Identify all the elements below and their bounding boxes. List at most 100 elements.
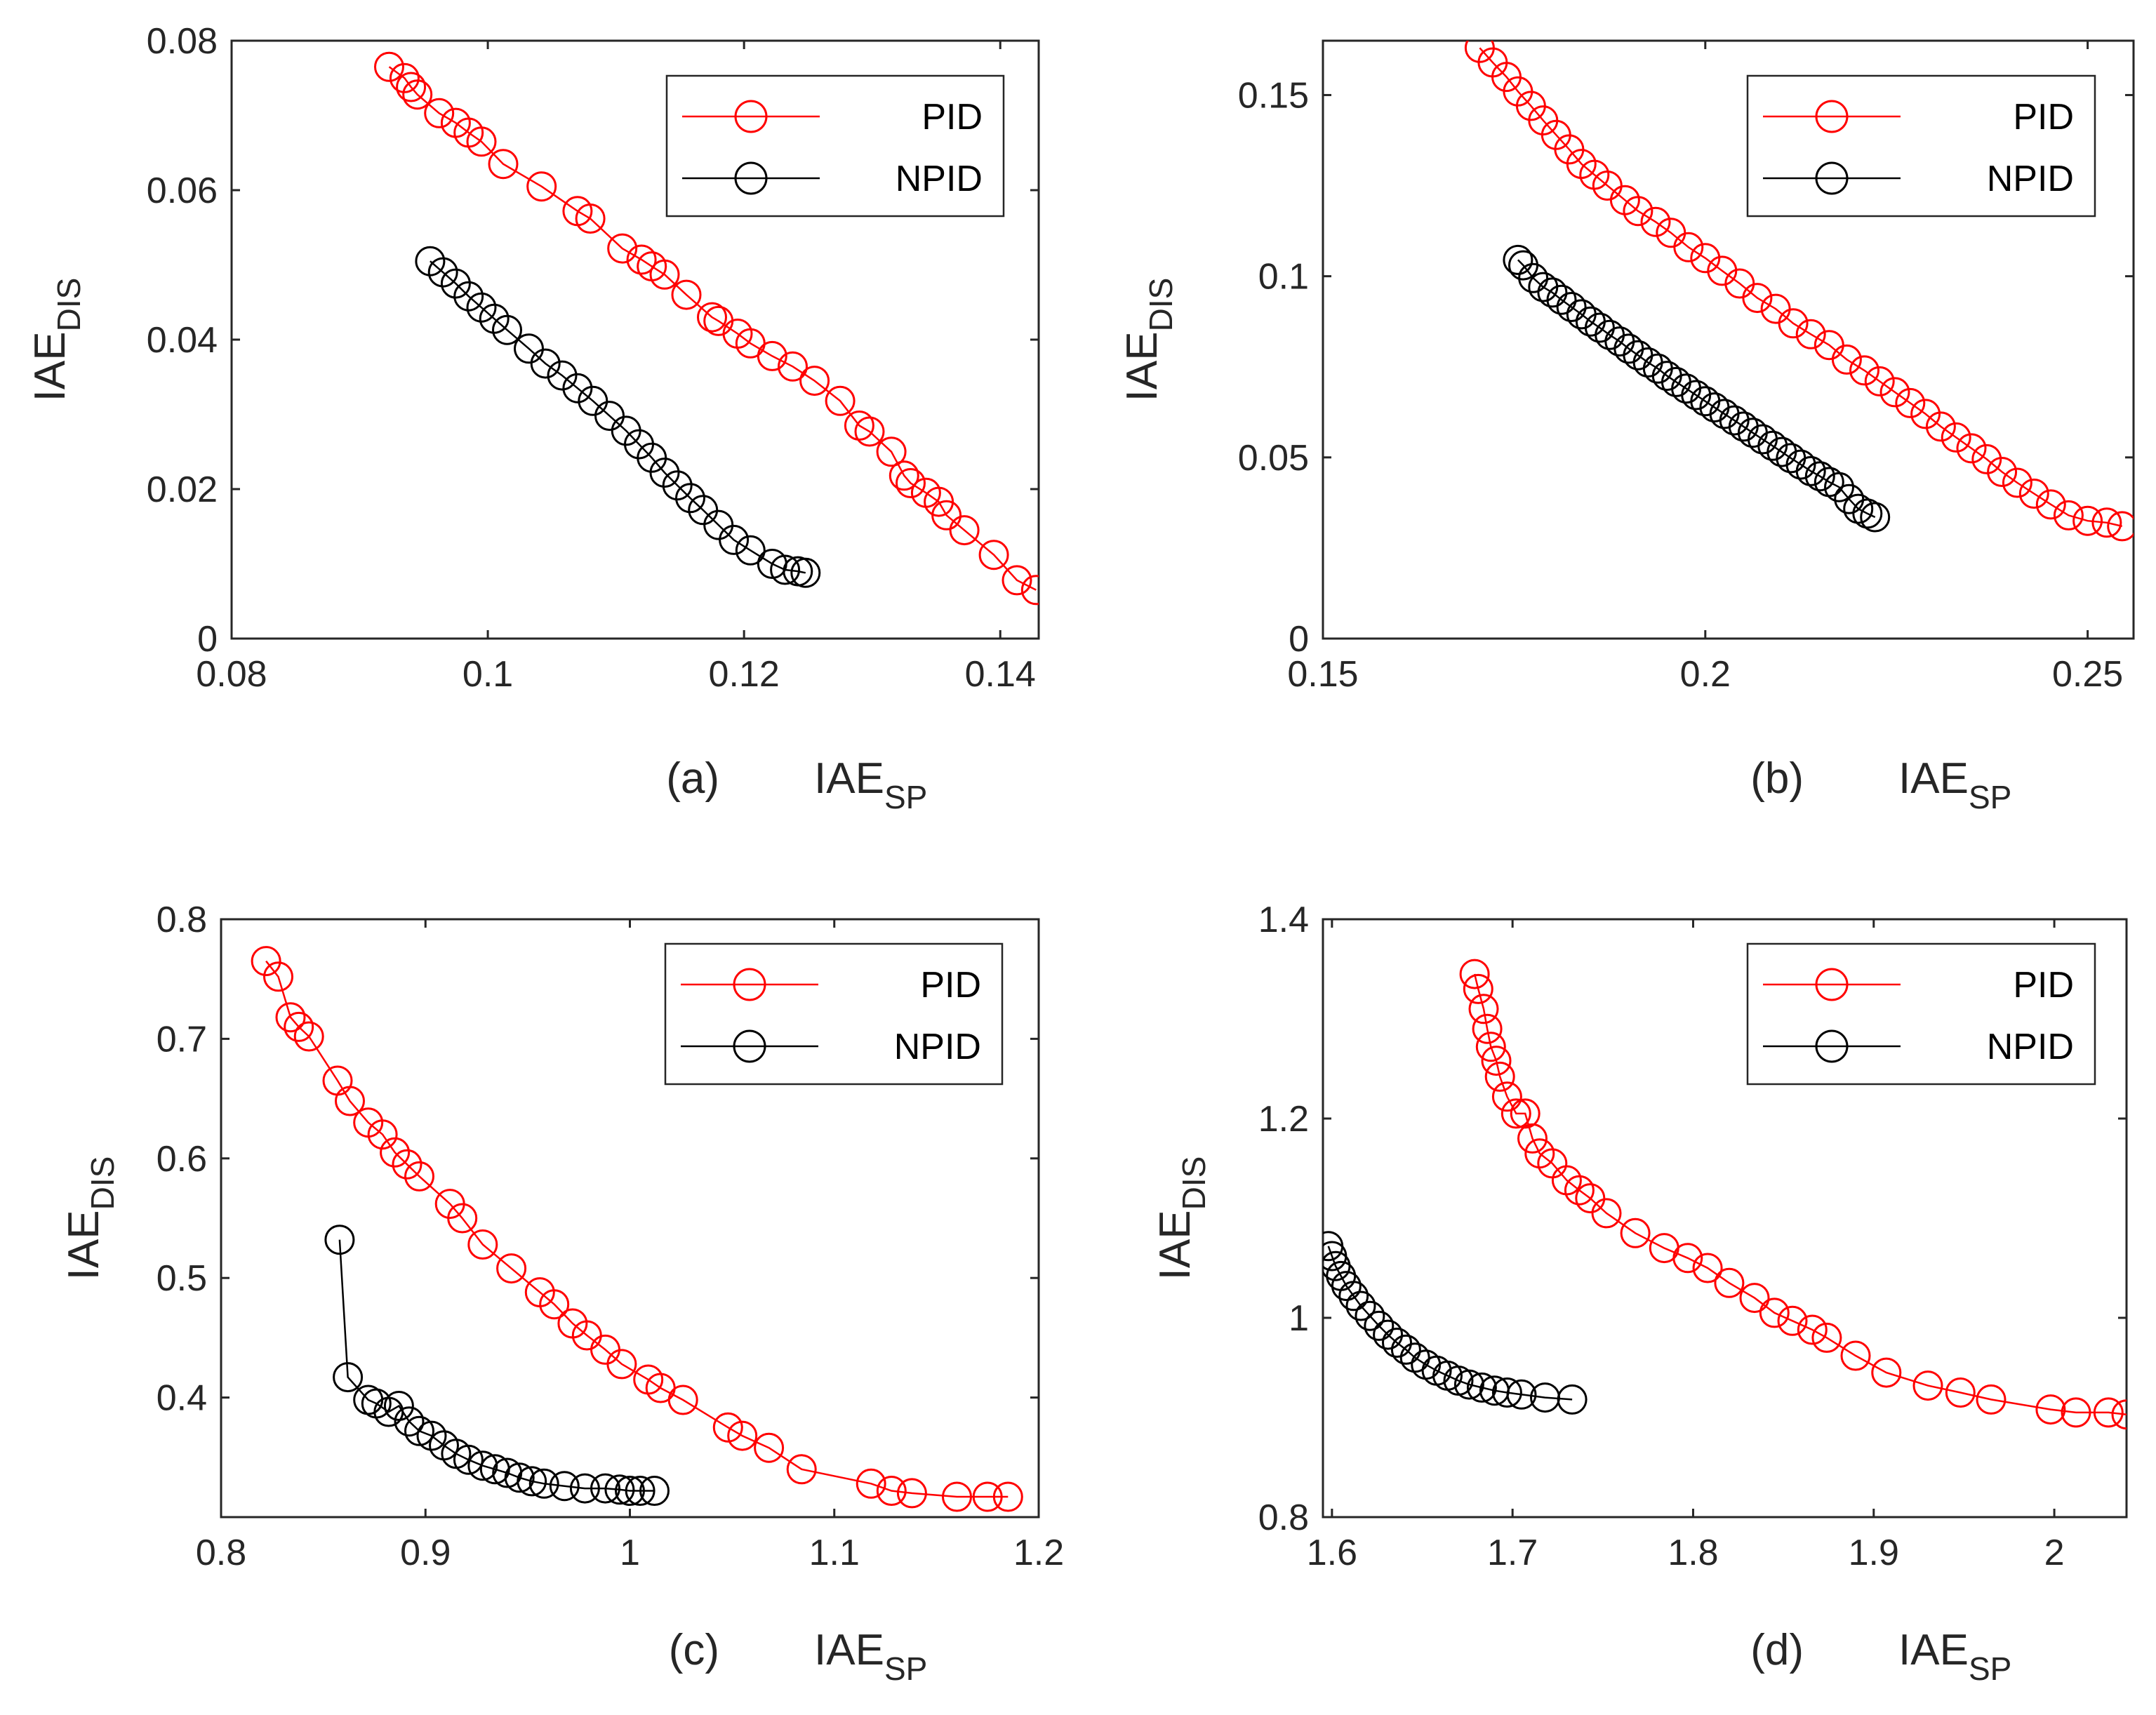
data-point-pid [1778, 308, 1809, 339]
data-point-npid [639, 1476, 670, 1506]
data-point-pid [1941, 422, 1971, 453]
legend-marker [734, 161, 768, 195]
data-point-pid [1475, 1032, 1506, 1062]
data-point-pid [404, 1161, 434, 1192]
data-point-pid [335, 1086, 365, 1116]
legend-marker [1815, 1029, 1849, 1063]
y-axis-label: IAEDIS [60, 1156, 121, 1281]
legend-box [665, 74, 1005, 218]
x-tick-label: 0.15 [1287, 654, 1358, 695]
y-tick-label: 0.06 [147, 171, 218, 211]
data-point-pid [876, 1476, 907, 1506]
data-point-npid [549, 1471, 580, 1502]
data-point-pid [1564, 1175, 1595, 1206]
data-point-pid [671, 279, 702, 310]
data-point-npid [790, 557, 821, 588]
data-point-npid [590, 1473, 620, 1504]
x-tick-label: 1.6 [1307, 1533, 1357, 1573]
data-point-pid [1575, 1183, 1606, 1214]
legend-marker [734, 100, 768, 133]
x-axis-label-sub: SP [884, 1650, 927, 1687]
x-axis-label-main: IAE [814, 1626, 884, 1674]
x-tick-label: 0.08 [196, 654, 267, 695]
data-point-pid [1620, 1217, 1651, 1248]
data-point-npid [1453, 1369, 1484, 1400]
data-point-pid [392, 1149, 422, 1180]
x-axis-label: IAESP [1898, 754, 2011, 815]
x-tick-label: 0.1 [463, 654, 513, 695]
y-tick-label: 0.05 [1238, 438, 1309, 479]
data-point-npid [1355, 1300, 1385, 1331]
y-tick-label: 0 [1289, 619, 1309, 660]
data-point-npid [1338, 1281, 1369, 1312]
data-point-pid [2018, 479, 2049, 509]
data-point-pid [2093, 1397, 2124, 1428]
series-npid [1503, 244, 1891, 533]
data-point-pid [2091, 507, 2122, 538]
data-point-npid [504, 1462, 535, 1493]
data-point-npid [1390, 1334, 1421, 1365]
data-point-pid [539, 1289, 570, 1320]
data-point-pid [380, 1137, 411, 1168]
data-point-pid [575, 203, 606, 234]
data-point-npid [569, 1473, 600, 1504]
data-point-pid [778, 351, 808, 382]
legend: PID NPID [665, 74, 1005, 218]
data-point-npid [604, 1474, 635, 1505]
panel-3: 0.8 0.9 1 1.1 1.2 0.4 0.5 0.6 0.7 0.8 PID NPID (c) IA… [60, 900, 1064, 1687]
data-point-npid [383, 1391, 414, 1421]
data-point-pid [1879, 377, 1910, 408]
series-line-pid [1479, 47, 2122, 528]
legend-label: NPID [1987, 1027, 2074, 1067]
y-tick-label: 1.4 [1258, 900, 1309, 940]
legend-label: PID [2013, 97, 2074, 138]
x-tick-label: 0.12 [709, 654, 780, 695]
x-tick-label: 1.1 [809, 1533, 860, 1573]
legend-label: NPID [894, 1027, 981, 1067]
y-tick-label: 0.8 [157, 900, 207, 940]
series-line-pid [388, 66, 1037, 591]
data-point-pid [526, 171, 557, 202]
legend-box [664, 942, 1004, 1086]
data-point-pid [697, 302, 727, 333]
x-tick-label: 1.8 [1668, 1533, 1718, 1573]
data-point-npid [394, 1406, 425, 1437]
data-point-npid [1506, 1379, 1537, 1410]
data-point-pid [931, 500, 962, 530]
series-pid [374, 51, 1039, 606]
series-pid [1464, 41, 2134, 542]
panel-label: (a) [666, 754, 719, 803]
data-point-pid [1971, 443, 2002, 474]
data-point-pid [607, 233, 638, 264]
data-point-npid [1331, 1271, 1362, 1302]
data-point-pid [978, 540, 1009, 570]
data-point-pid [251, 946, 281, 977]
data-point-pid [992, 1481, 1023, 1512]
data-point-npid [1804, 461, 1835, 492]
data-point-pid [1739, 1283, 1770, 1314]
series-npid [324, 1224, 670, 1506]
data-point-pid [606, 1349, 637, 1380]
data-point-pid [757, 340, 787, 371]
y-tick-label: 0.5 [157, 1258, 207, 1299]
y-tick-label: 0.15 [1238, 75, 1309, 116]
data-point-pid [1976, 1384, 2007, 1415]
data-point-npid [1546, 284, 1577, 315]
data-point-pid [488, 149, 519, 180]
y-axis-label-main: IAE [1118, 331, 1166, 401]
legend-label: PID [921, 97, 983, 138]
data-point-pid [649, 259, 680, 290]
data-point-npid [1518, 262, 1549, 293]
data-point-npid [324, 1224, 355, 1255]
data-point-pid [712, 1412, 743, 1443]
legend-marker [733, 968, 766, 1001]
data-point-pid [396, 72, 427, 102]
data-point-pid [374, 51, 404, 82]
data-point-pid [2002, 467, 2032, 498]
data-point-pid [1840, 1340, 1871, 1371]
legend-label: NPID [896, 159, 983, 199]
data-point-npid [440, 268, 471, 299]
data-point-pid [889, 460, 919, 491]
data-point-npid [1834, 483, 1865, 514]
